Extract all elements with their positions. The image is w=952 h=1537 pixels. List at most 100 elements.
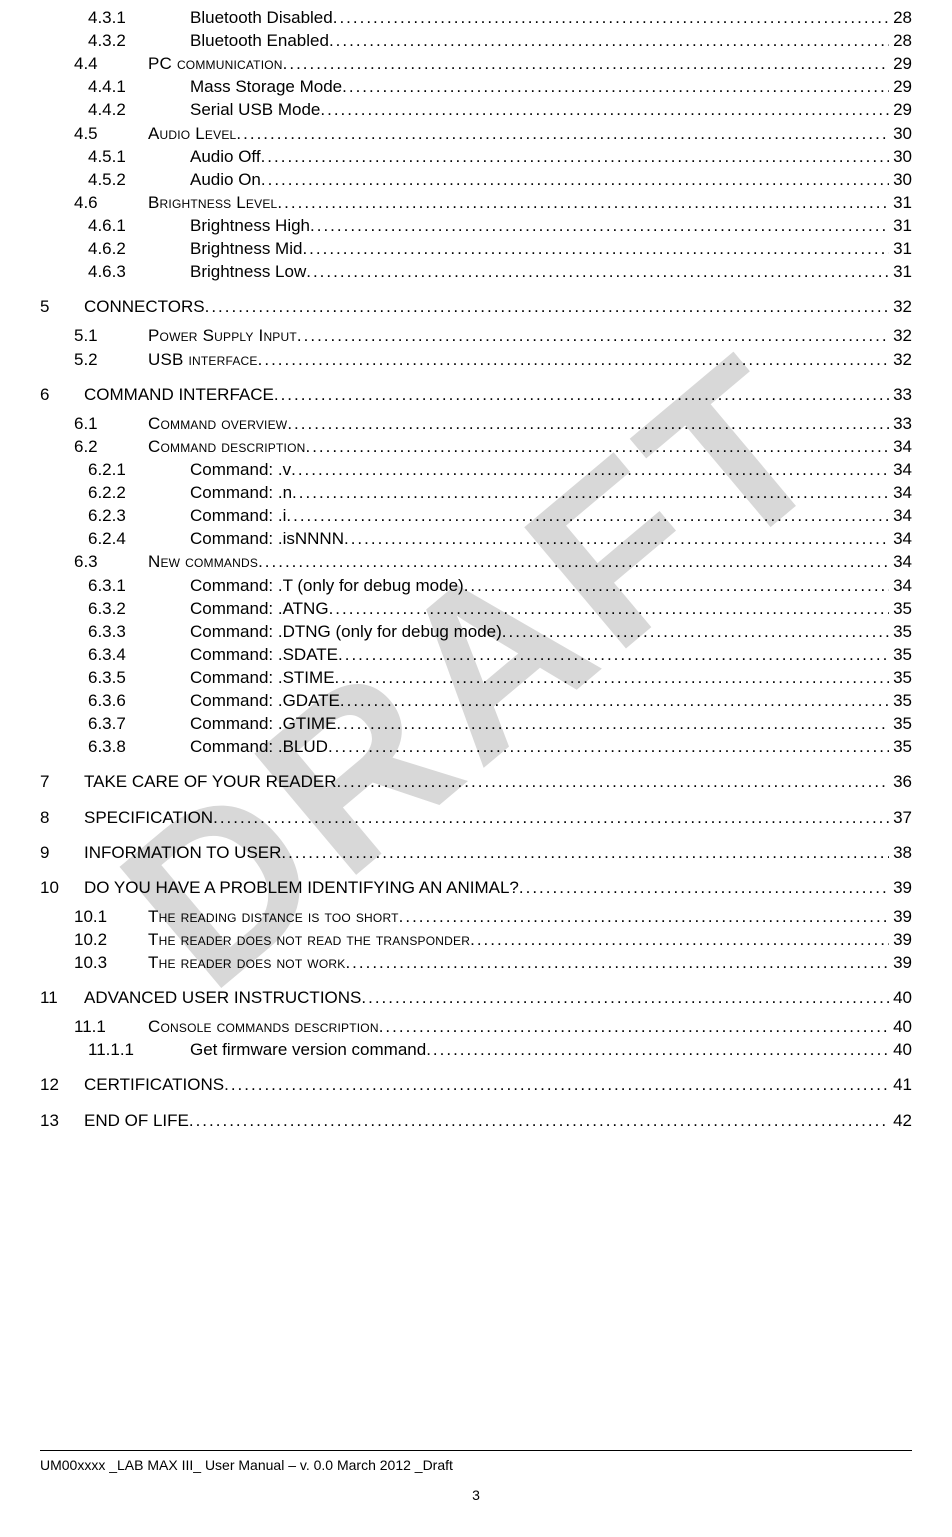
toc-entry[interactable]: 5.1Power Supply Input 32: [40, 324, 912, 347]
toc-leader-dots: [205, 295, 889, 318]
toc-leader-dots: [342, 75, 889, 98]
toc-label: Command: .GTIME: [190, 712, 336, 735]
toc-entry[interactable]: 11.1Console commands description 40: [40, 1015, 912, 1038]
toc-label: Audio On: [190, 168, 261, 191]
toc-entry[interactable]: 10DO YOU HAVE A PROBLEM IDENTIFYING AN A…: [40, 876, 912, 899]
toc-entry[interactable]: 10.3The reader does not work 39: [40, 951, 912, 974]
toc-entry[interactable]: 4.4.2Serial USB Mode 29: [40, 98, 912, 121]
toc-entry[interactable]: 6.1Command overview 33: [40, 412, 912, 435]
toc-entry[interactable]: 12CERTIFICATIONS 41: [40, 1073, 912, 1096]
toc-label: Bluetooth Disabled: [190, 6, 333, 29]
toc-entry[interactable]: 6.3.5Command: .STIME 35: [40, 666, 912, 689]
toc-leader-dots: [189, 1109, 889, 1132]
toc-entry[interactable]: 11ADVANCED USER INSTRUCTIONS 40: [40, 986, 912, 1009]
toc-entry[interactable]: 13END OF LIFE 42: [40, 1109, 912, 1132]
toc-label: Command description: [148, 435, 305, 458]
toc-leader-dots: [274, 383, 889, 406]
toc-page: 32: [889, 324, 912, 347]
toc-entry[interactable]: 6.2.4Command: .isNNNN 34: [40, 527, 912, 550]
toc-page: 29: [889, 98, 912, 121]
toc-number: 7: [40, 770, 84, 793]
toc-entry[interactable]: 10.1The reading distance is too short 39: [40, 905, 912, 928]
toc-number: 4.5: [40, 122, 148, 145]
toc-entry[interactable]: 5CONNECTORS 32: [40, 295, 912, 318]
toc-label: Brightness Low: [190, 260, 306, 283]
toc-page: 32: [889, 348, 912, 371]
toc-entry[interactable]: 6.3.7Command: .GTIME 35: [40, 712, 912, 735]
toc-label: Console commands description: [148, 1015, 379, 1038]
toc-number: 6.3.6: [40, 689, 190, 712]
toc-number: 6: [40, 383, 84, 406]
toc-number: 13: [40, 1109, 84, 1132]
toc-entry[interactable]: 8SPECIFICATION 37: [40, 806, 912, 829]
toc-label: END OF LIFE: [84, 1109, 189, 1132]
toc-page: 30: [889, 168, 912, 191]
toc-leader-dots: [399, 905, 889, 928]
toc-leader-dots: [291, 458, 889, 481]
toc-entry[interactable]: 4.5.1Audio Off 30: [40, 145, 912, 168]
toc-leader-dots: [328, 735, 889, 758]
toc-entry[interactable]: 6.3.6Command: .GDATE 35: [40, 689, 912, 712]
toc-page: 34: [889, 504, 912, 527]
toc-label: Command: .DTNG (only for debug mode): [190, 620, 502, 643]
toc-entry[interactable]: 6.3.8Command: .BLUD 35: [40, 735, 912, 758]
toc-entry[interactable]: 6.2Command description 34: [40, 435, 912, 458]
toc-label: COMMAND INTERFACE: [84, 383, 274, 406]
footer-text: UM00xxxx _LAB MAX III_ User Manual – v. …: [40, 1457, 912, 1473]
toc-entry[interactable]: 4.6.1Brightness High 31: [40, 214, 912, 237]
toc-leader-dots: [379, 1015, 889, 1038]
toc-entry[interactable]: 4.5.2Audio On 30: [40, 168, 912, 191]
toc-entry[interactable]: 6.2.1Command: .v 34: [40, 458, 912, 481]
toc-entry[interactable]: 4.4PC communication 29: [40, 52, 912, 75]
toc-page: 39: [889, 951, 912, 974]
toc-leader-dots: [344, 527, 889, 550]
toc-leader-dots: [261, 168, 889, 191]
toc-page: 41: [889, 1073, 912, 1096]
toc-entry[interactable]: 4.3.1Bluetooth Disabled 28: [40, 6, 912, 29]
toc-number: 11: [40, 986, 84, 1009]
toc-leader-dots: [345, 951, 889, 974]
toc-leader-dots: [340, 689, 889, 712]
toc-page: 39: [889, 928, 912, 951]
toc-number: 10.2: [40, 928, 148, 951]
toc-label: TAKE CARE OF YOUR READER: [84, 770, 337, 793]
toc-number: 4.3.2: [40, 29, 190, 52]
toc-entry[interactable]: 6.2.2Command: .n 34: [40, 481, 912, 504]
toc-entry[interactable]: 6COMMAND INTERFACE 33: [40, 383, 912, 406]
toc-entry[interactable]: 4.3.2Bluetooth Enabled 28: [40, 29, 912, 52]
toc-number: 6.2.1: [40, 458, 190, 481]
toc-entry[interactable]: 6.3.2Command: .ATNG 35: [40, 597, 912, 620]
toc-number: 4.4: [40, 52, 148, 75]
toc-entry[interactable]: 10.2The reader does not read the transpo…: [40, 928, 912, 951]
toc-entry[interactable]: 5.2USB interface 32: [40, 348, 912, 371]
toc-leader-dots: [213, 806, 889, 829]
toc-leader-dots: [519, 876, 889, 899]
toc-entry[interactable]: 4.6Brightness Level 31: [40, 191, 912, 214]
toc-number: 8: [40, 806, 84, 829]
toc-number: 4.6: [40, 191, 148, 214]
toc-entry[interactable]: 9INFORMATION TO USER 38: [40, 841, 912, 864]
toc-number: 4.6.3: [40, 260, 190, 283]
toc-label: Mass Storage Mode: [190, 75, 342, 98]
toc-entry[interactable]: 4.6.3Brightness Low 31: [40, 260, 912, 283]
toc-page: 31: [889, 191, 912, 214]
toc-entry[interactable]: 7TAKE CARE OF YOUR READER 36: [40, 770, 912, 793]
toc-label: Brightness High: [190, 214, 310, 237]
toc-page: 35: [889, 643, 912, 666]
toc-entry[interactable]: 4.4.1Mass Storage Mode 29: [40, 75, 912, 98]
toc-entry[interactable]: 6.3.3Command: .DTNG (only for debug mode…: [40, 620, 912, 643]
toc-entry[interactable]: 4.6.2Brightness Mid 31: [40, 237, 912, 260]
toc-entry[interactable]: 6.3New commands 34: [40, 550, 912, 573]
toc-entry[interactable]: 6.2.3Command: .i 34: [40, 504, 912, 527]
toc-entry[interactable]: 6.3.1Command: .T (only for debug mode) 3…: [40, 574, 912, 597]
toc-page: 39: [889, 876, 912, 899]
toc-label: CERTIFICATIONS: [84, 1073, 224, 1096]
toc-leader-dots: [426, 1038, 889, 1061]
toc-entry[interactable]: 4.5Audio Level 30: [40, 122, 912, 145]
toc-entry[interactable]: 6.3.4Command: .SDATE 35: [40, 643, 912, 666]
toc-page: 42: [889, 1109, 912, 1132]
toc-page: 33: [889, 412, 912, 435]
toc-entry[interactable]: 11.1.1Get firmware version command 40: [40, 1038, 912, 1061]
toc-page: 28: [889, 29, 912, 52]
toc-number: 6.2.2: [40, 481, 190, 504]
